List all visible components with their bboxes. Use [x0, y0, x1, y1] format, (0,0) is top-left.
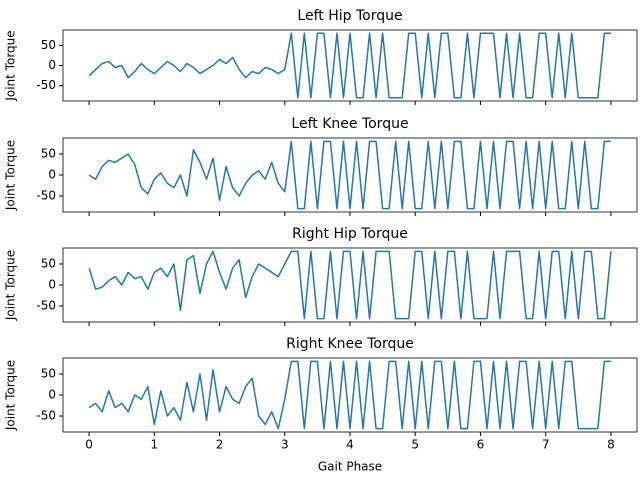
- x-tick-label: 3: [281, 438, 289, 452]
- y-tick-label: 50: [41, 256, 56, 270]
- axes-frame: [62, 29, 638, 102]
- x-tick-label: 4: [346, 438, 354, 452]
- axes-frame: [62, 247, 638, 323]
- x-tick-label: 2: [216, 438, 224, 452]
- subplot-title: Left Hip Torque: [297, 8, 402, 24]
- x-tick-label: 0: [85, 438, 93, 452]
- y-tick-label: 50: [41, 38, 56, 52]
- y-axis-label: Joint Torque: [4, 140, 18, 211]
- axes-frame: [62, 357, 638, 433]
- y-tick-label: -50: [36, 299, 56, 313]
- x-tick-label: 8: [607, 438, 615, 452]
- y-tick-label: -50: [36, 189, 56, 203]
- y-tick-label: 0: [48, 58, 56, 72]
- subplot-title: Right Knee Torque: [286, 336, 414, 352]
- y-axis-label: Joint Torque: [4, 30, 18, 101]
- y-tick-label: 0: [48, 388, 56, 402]
- y-tick-label: 0: [48, 278, 56, 292]
- y-axis-label: Joint Torque: [4, 360, 18, 431]
- y-tick-label: 50: [41, 146, 56, 160]
- axes-frame: [62, 137, 638, 213]
- y-tick-label: 0: [48, 168, 56, 182]
- y-axis-label: Joint Torque: [4, 250, 18, 321]
- y-tick-label: 50: [41, 366, 56, 380]
- data-line: [88, 250, 612, 320]
- subplot-title: Left Knee Torque: [291, 116, 408, 132]
- y-tick-label: -50: [36, 409, 56, 423]
- x-tick-label: 6: [477, 438, 485, 452]
- x-tick-label: 5: [411, 438, 419, 452]
- subplot-title: Right Hip Torque: [292, 226, 408, 242]
- data-line: [88, 32, 611, 99]
- data-line: [88, 140, 611, 210]
- x-tick-label: 1: [150, 438, 158, 452]
- data-line: [88, 360, 611, 430]
- y-tick-label: -50: [36, 78, 56, 92]
- x-axis-label: Gait Phase: [318, 460, 382, 474]
- x-tick-label: 7: [542, 438, 550, 452]
